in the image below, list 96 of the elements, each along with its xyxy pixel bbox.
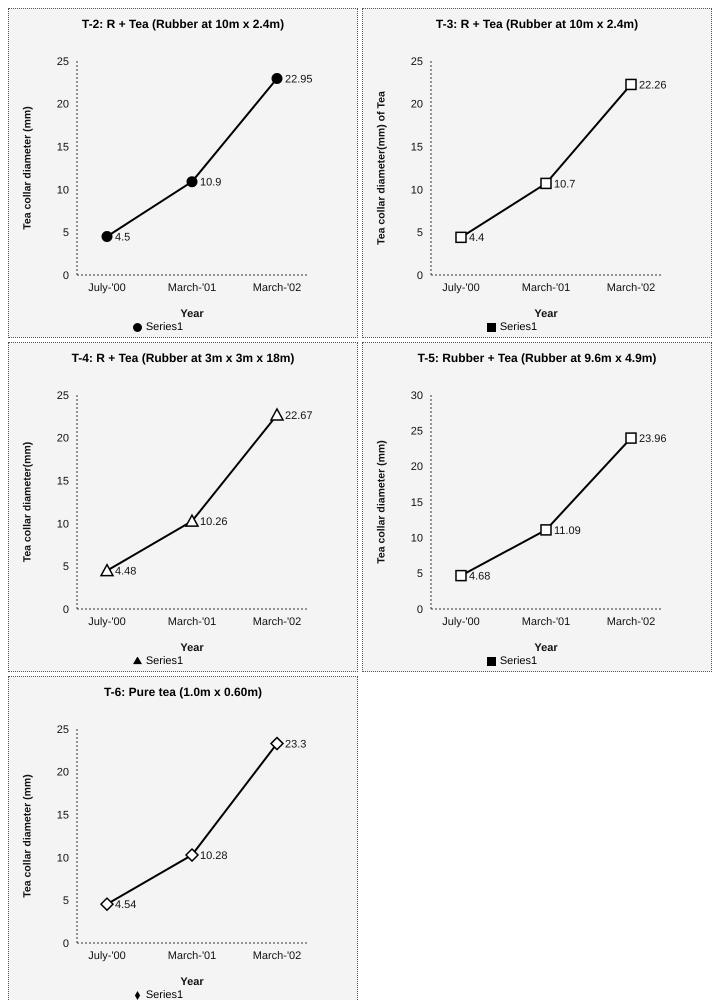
y-tick-label: 15 <box>410 496 423 509</box>
point <box>100 564 114 576</box>
point <box>102 230 112 242</box>
y-tick-label: 5 <box>62 561 69 574</box>
x-tick-label: March-'02 <box>606 282 656 294</box>
y-axis-title: Tea collar diameter (mm) <box>376 440 388 564</box>
data-label: 10.28 <box>200 850 228 862</box>
point <box>272 73 282 84</box>
point <box>540 178 552 190</box>
y-tick-label: 20 <box>410 98 423 111</box>
x-tick-label: March-'02 <box>252 950 302 962</box>
y-tick-label: 5 <box>62 895 69 908</box>
x-tick-label: March-'01 <box>522 282 570 294</box>
y-tick-label: 15 <box>56 810 69 822</box>
point <box>100 897 114 911</box>
data-label: 4.5 <box>115 231 130 244</box>
x-tick-label: July-'00 <box>88 282 126 294</box>
y-tick-label: 20 <box>56 98 69 111</box>
chart-title: T-6: Pure tea (1.0m x 0.60m) <box>102 684 264 701</box>
x-axis-title: Year <box>534 642 558 654</box>
point <box>625 432 637 444</box>
data-label: 4.4 <box>469 232 484 244</box>
point <box>270 408 284 421</box>
point <box>625 78 637 90</box>
data-label: 4.48 <box>115 566 136 578</box>
legend-label: Series1 <box>500 321 538 333</box>
data-label: 4.68 <box>469 570 490 583</box>
data-label: 23.3 <box>285 738 306 750</box>
data-label: 4.54 <box>115 899 136 912</box>
y-tick-label: 25 <box>56 724 69 736</box>
x-axis-title: Year <box>534 308 558 320</box>
y-tick-label: 0 <box>62 938 69 950</box>
x-tick-label: July-'00 <box>442 616 480 628</box>
y-tick-label: 10 <box>56 852 69 864</box>
point <box>270 736 284 750</box>
data-label: 10.7 <box>554 178 576 190</box>
y-tick-label: 15 <box>410 142 423 154</box>
data-label: 10.9 <box>200 176 222 189</box>
point <box>455 232 467 244</box>
y-tick-label: 25 <box>56 390 69 402</box>
chart-title: T-2: R + Tea (Rubber at 10m x 2.4m) <box>80 16 286 33</box>
legend-label: Series1 <box>146 655 184 667</box>
x-tick-label: March-'01 <box>168 950 216 962</box>
y-axis-title: Tea collar diameter(mm) <box>22 442 34 562</box>
point <box>185 514 199 527</box>
y-tick-label: 10 <box>56 518 69 530</box>
y-tick-label: 15 <box>56 476 69 488</box>
data-label: 11.09 <box>554 524 581 537</box>
x-tick-label: March-'01 <box>168 282 216 294</box>
y-tick-label: 25 <box>410 426 423 438</box>
point <box>186 176 198 188</box>
data-label: 22.67 <box>285 410 313 422</box>
point <box>185 848 199 862</box>
y-tick-label: 0 <box>62 270 69 282</box>
x-axis-title: Year <box>180 976 204 988</box>
point <box>455 570 467 582</box>
x-axis-title: Year <box>180 642 204 654</box>
y-axis-title: Tea collar diameter (mm) <box>22 106 34 230</box>
y-tick-label: 0 <box>416 604 423 616</box>
y-tick-label: 20 <box>56 766 69 779</box>
y-tick-label: 5 <box>416 227 423 240</box>
y-axis-title: Tea collar diameter(mm) of Tea <box>376 91 388 245</box>
y-tick-label: 10 <box>410 532 423 545</box>
x-axis-title: Year <box>180 308 204 320</box>
point <box>540 524 552 536</box>
data-label: 10.26 <box>200 516 228 528</box>
x-tick-label: July-'00 <box>88 950 126 962</box>
y-tick-label: 25 <box>410 56 423 68</box>
y-tick-label: 15 <box>56 142 69 154</box>
y-tick-label: 20 <box>410 461 423 474</box>
y-tick-label: 30 <box>410 390 423 402</box>
legend-label: Series1 <box>146 321 184 333</box>
y-tick-label: 0 <box>416 270 423 282</box>
x-tick-label: March-'01 <box>522 616 570 628</box>
legend-label: Series1 <box>500 655 538 667</box>
x-tick-label: July-'00 <box>88 616 126 628</box>
y-tick-label: 5 <box>416 568 423 580</box>
x-tick-label: March-'02 <box>252 282 302 294</box>
chart-title: T-3: R + Tea (Rubber at 10m x 2.4m) <box>434 16 640 33</box>
y-axis-title: Tea collar diameter (mm) <box>22 774 34 898</box>
x-tick-label: July-'00 <box>442 282 480 294</box>
chart-title: T-5: Rubber + Tea (Rubber at 9.6m x 4.9m) <box>416 350 658 367</box>
data-label: 22.26 <box>639 79 667 92</box>
x-tick-label: March-'02 <box>606 616 656 628</box>
legend-label: Series1 <box>146 989 184 1000</box>
y-tick-label: 20 <box>56 432 69 445</box>
y-tick-label: 0 <box>62 604 69 616</box>
chart-title: T-4: R + Tea (Rubber at 3m x 3m x 18m) <box>70 350 296 367</box>
y-tick-label: 10 <box>56 184 69 196</box>
y-tick-label: 25 <box>56 56 69 68</box>
data-label: 22.95 <box>285 73 313 86</box>
y-tick-label: 5 <box>62 227 69 240</box>
x-tick-label: March-'02 <box>252 616 302 628</box>
y-tick-label: 10 <box>410 184 423 196</box>
x-tick-label: March-'01 <box>168 616 216 628</box>
data-label: 23.96 <box>639 432 667 445</box>
